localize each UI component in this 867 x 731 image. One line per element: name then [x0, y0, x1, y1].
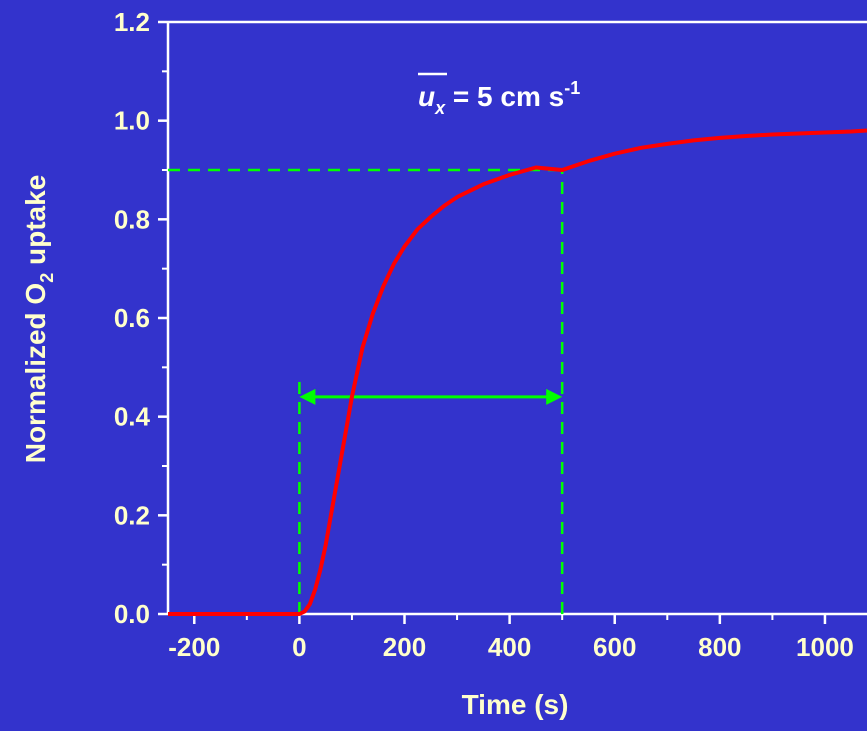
y-axis-title: Normalized O2 uptake	[20, 175, 57, 464]
annotation-exponent: -1	[564, 78, 580, 98]
x-tick-label: -200	[168, 632, 220, 662]
y-tick-label: 0.4	[114, 402, 151, 432]
y-axis-title-rest: uptake	[20, 175, 51, 273]
annotation-value: = 5 cm s	[445, 81, 564, 112]
y-tick-label: 1.0	[114, 106, 150, 136]
x-tick-label: 200	[383, 632, 426, 662]
velocity-annotation: ux = 5 cm s-1	[418, 72, 580, 118]
y-axis-title-subscript: 2	[37, 273, 57, 283]
y-tick-label: 1.2	[114, 7, 150, 37]
y-tick-label: 0.6	[114, 303, 150, 333]
arrow-head-right	[546, 388, 563, 405]
x-axis-title: Time (s)	[462, 689, 569, 720]
x-tick-label: 0	[292, 632, 306, 662]
x-tick-label: 1000	[796, 632, 854, 662]
y-tick-label: 0.2	[114, 500, 150, 530]
y-axis-title-main: Normalized O	[20, 283, 51, 463]
x-tick-label: 400	[488, 632, 531, 662]
x-tick-label: 600	[593, 632, 636, 662]
annotation-variable: u	[418, 81, 435, 112]
tick-labels: 0.0 0.2 0.4 0.6 0.8 1.0 1.2 -200 0 200 400 600 800 10…	[114, 7, 854, 662]
arrow-head-left	[299, 388, 316, 405]
x-tick-label: 800	[698, 632, 741, 662]
annotation-text: ux = 5 cm s-1	[418, 78, 580, 118]
guide-lines	[168, 168, 564, 614]
series-line-o2-uptake	[168, 128, 867, 616]
annotation-subscript: x	[434, 98, 446, 118]
y-tick-label: 0.8	[114, 204, 150, 234]
y-tick-label: 0.0	[114, 599, 150, 629]
series-layer	[168, 128, 867, 616]
